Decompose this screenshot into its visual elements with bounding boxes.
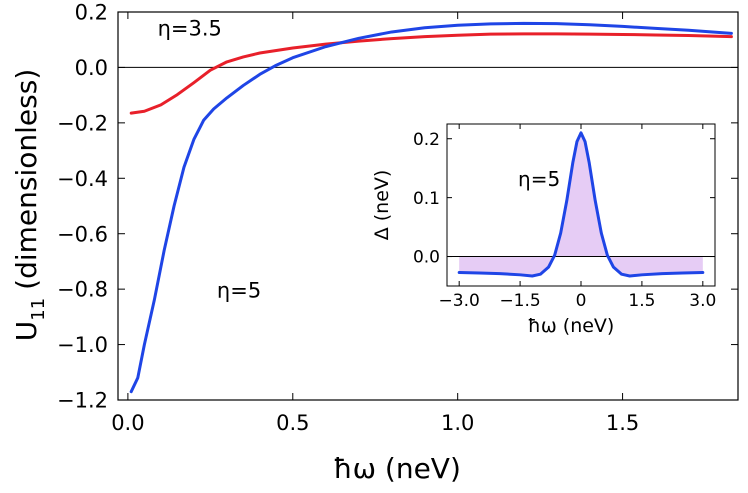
main-ticks: 0.0 0.5 1.0 1.5 0.2 0.0 −0.2 −0.4 −0.6 −0.8 −1.0 −1… [57, 1, 738, 435]
main-y-axis-title-symbol: U [10, 321, 43, 342]
main-x-axis-title: ħω (neV) [333, 452, 461, 485]
main-annotation: η=5 [217, 278, 261, 302]
main-annotation: η=3.5 [158, 17, 222, 41]
main-y-tick-label: −0.6 [57, 222, 108, 246]
inset-area-fill [459, 132, 703, 276]
inset-series-line-0 [457, 131, 705, 278]
main-y-tick-label: −1.2 [57, 389, 108, 413]
main-y-axis-title-rest: (dimensionless) [10, 69, 43, 290]
inset-annotation: η=5 [518, 167, 560, 191]
main-x-tick-label: 0.0 [111, 411, 144, 435]
inset-y-axis-title: Δ (neV) [371, 170, 393, 241]
inset-x-tick-label: 3.0 [689, 291, 716, 311]
inset-x-tick-label: 0 [576, 291, 587, 311]
inset-series-group [457, 131, 705, 278]
inset-x-axis-title: ħω (neV) [528, 315, 615, 337]
inset-annotations: η=5 [518, 167, 560, 191]
inset-y-tick-label: 0.1 [413, 189, 440, 209]
main-y-tick-label: −0.8 [57, 278, 108, 302]
inset-x-tick-label: −3.0 [439, 291, 480, 311]
main-y-tick-label: −0.2 [57, 111, 108, 135]
main-y-tick-label: −1.0 [57, 333, 108, 357]
inset-fill-area [459, 132, 703, 276]
main-plot: 0.0 0.5 1.0 1.5 0.2 0.0 −0.2 −0.4 −0.6 −0.8 −1.0 −1… [10, 1, 739, 485]
main-annotations: η=3.5 η=5 [158, 17, 262, 303]
main-y-tick-label: −0.4 [57, 167, 108, 191]
main-x-tick-label: 1.0 [441, 411, 474, 435]
inset-y-tick-label: 0.2 [413, 130, 440, 150]
inset-x-tick-label: 1.5 [628, 291, 655, 311]
inset-y-tick-label: 0.0 [413, 248, 440, 268]
inset-x-tick-label: −1.5 [499, 291, 540, 311]
main-series-line-1 [129, 21, 733, 394]
main-x-tick-label: 0.5 [276, 411, 309, 435]
main-series-line-0 [129, 32, 733, 115]
main-plot-frame [117, 11, 739, 401]
main-y-tick-label: 0.0 [75, 56, 108, 80]
main-y-axis-title: U11 (dimensionless) [10, 69, 49, 341]
main-y-axis-title-subscript: 11 [28, 298, 49, 321]
main-x-tick-label: 1.5 [606, 411, 639, 435]
inset-ticks: −3.0 −1.5 0 1.5 3.0 0.0 0.1 0.2 [413, 124, 716, 311]
main-y-tick-label: 0.2 [75, 1, 108, 25]
main-series-group [129, 21, 733, 394]
inset-plot: −3.0 −1.5 0 1.5 3.0 0.0 0.1 0.2 η=5 ħω (neV) Δ … [371, 123, 716, 337]
